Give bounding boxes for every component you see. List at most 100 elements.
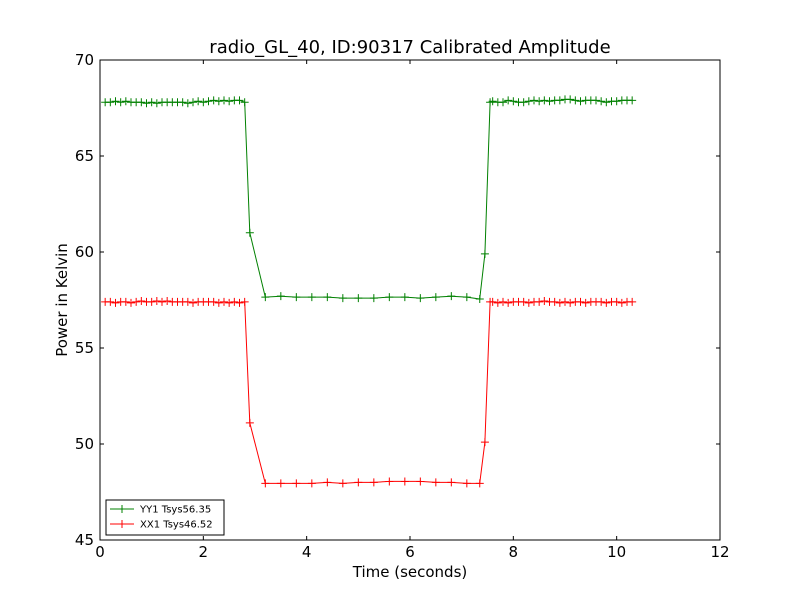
data-point: [400, 477, 409, 486]
data-point: [480, 249, 489, 258]
data-point: [158, 297, 166, 306]
data-point: [194, 97, 203, 106]
legend-items: YY1 Tsys56.35 XX1 Tsys46.52: [110, 505, 213, 531]
data-point: [147, 297, 156, 306]
data-point: [137, 296, 146, 305]
data-point: [431, 478, 440, 487]
data-point: [612, 297, 621, 306]
data-point: [555, 96, 564, 105]
data-point: [597, 97, 606, 106]
x-tick-label: 4: [302, 543, 312, 561]
data-point: [183, 297, 192, 306]
data-point: [338, 479, 347, 488]
data-point: [416, 477, 425, 486]
data-point: [475, 295, 484, 304]
data-point: [561, 297, 569, 306]
data-point: [571, 96, 580, 105]
data-point: [509, 97, 518, 106]
data-point: [540, 96, 549, 105]
data-point: [488, 97, 497, 106]
data-point: [292, 293, 301, 302]
y-tick-label: 45: [75, 531, 94, 549]
data-point: [127, 298, 135, 307]
data-point: [488, 297, 497, 306]
data-point: [447, 478, 456, 487]
data-point: [602, 98, 611, 107]
data-point: [276, 292, 285, 301]
data-point: [230, 297, 239, 306]
data-point: [385, 293, 394, 302]
data-point: [566, 95, 575, 104]
data-point: [307, 479, 316, 488]
data-point: [121, 97, 130, 106]
data-point: [519, 297, 528, 306]
data-point: [245, 418, 254, 427]
data-point: [431, 293, 440, 302]
legend-item: XX1 Tsys46.52: [110, 520, 213, 531]
data-point: [163, 296, 172, 305]
data-point: [189, 298, 197, 307]
data-point: [592, 96, 600, 105]
data-point: [137, 98, 146, 107]
data-point: [209, 297, 218, 306]
chart-title: radio_GL_40, ID:90317 Calibrated Amplitu…: [209, 37, 610, 58]
y-tick-label: 60: [75, 243, 94, 261]
data-point: [499, 297, 507, 306]
data-point: [220, 297, 228, 306]
data-point: [354, 478, 363, 487]
legend-frame: [105, 499, 225, 536]
y-tick-label: 65: [75, 147, 94, 165]
data-point: [240, 98, 249, 107]
data-point: [292, 479, 301, 488]
data-point: [480, 438, 489, 447]
data-point: [530, 96, 538, 105]
data-point: [204, 97, 213, 106]
series-line: [105, 300, 633, 484]
legend-marker: [118, 505, 126, 513]
data-point: [524, 298, 533, 307]
data-point: [235, 298, 244, 307]
data-point: [385, 477, 394, 486]
data-point: [307, 293, 316, 302]
legend-marker: [118, 520, 126, 528]
data-point: [628, 96, 637, 105]
data-point: [152, 296, 161, 305]
data-point: [550, 297, 559, 306]
data-point: [535, 97, 544, 106]
data-point: [617, 298, 626, 307]
data-point: [220, 96, 228, 105]
data-point: [535, 297, 544, 306]
data-point: [369, 294, 378, 303]
series-line: [105, 98, 633, 300]
data-point: [447, 292, 456, 301]
data-point: [111, 97, 120, 106]
data-point: [225, 97, 234, 106]
x-tick-label: 0: [95, 543, 105, 561]
data-point: [261, 293, 270, 302]
data-point: [183, 99, 192, 108]
data-point: [597, 297, 606, 306]
data-point: [628, 297, 637, 306]
data-point: [261, 479, 270, 488]
data-point: [602, 298, 611, 307]
series-0: [101, 95, 637, 304]
data-point: [106, 98, 115, 107]
data-point: [214, 298, 223, 307]
legend-item: YY1 Tsys56.35: [110, 505, 211, 516]
data-point: [116, 98, 125, 107]
data-point: [214, 97, 223, 106]
data-point: [504, 96, 513, 105]
data-point: [576, 97, 585, 106]
data-point: [106, 297, 115, 306]
data-point: [354, 294, 363, 303]
data-point: [178, 98, 187, 107]
legend-label: XX1 Tsys46.52: [140, 520, 213, 531]
series-1: [101, 296, 637, 488]
y-axis-title: Power in Kelvin: [53, 243, 71, 357]
legend-label: YY1 Tsys56.35: [139, 505, 211, 516]
series-layer: [101, 95, 637, 488]
data-point: [142, 99, 151, 108]
data-point: [555, 298, 564, 307]
data-point: [189, 98, 197, 107]
y-tick-label: 55: [75, 339, 94, 357]
